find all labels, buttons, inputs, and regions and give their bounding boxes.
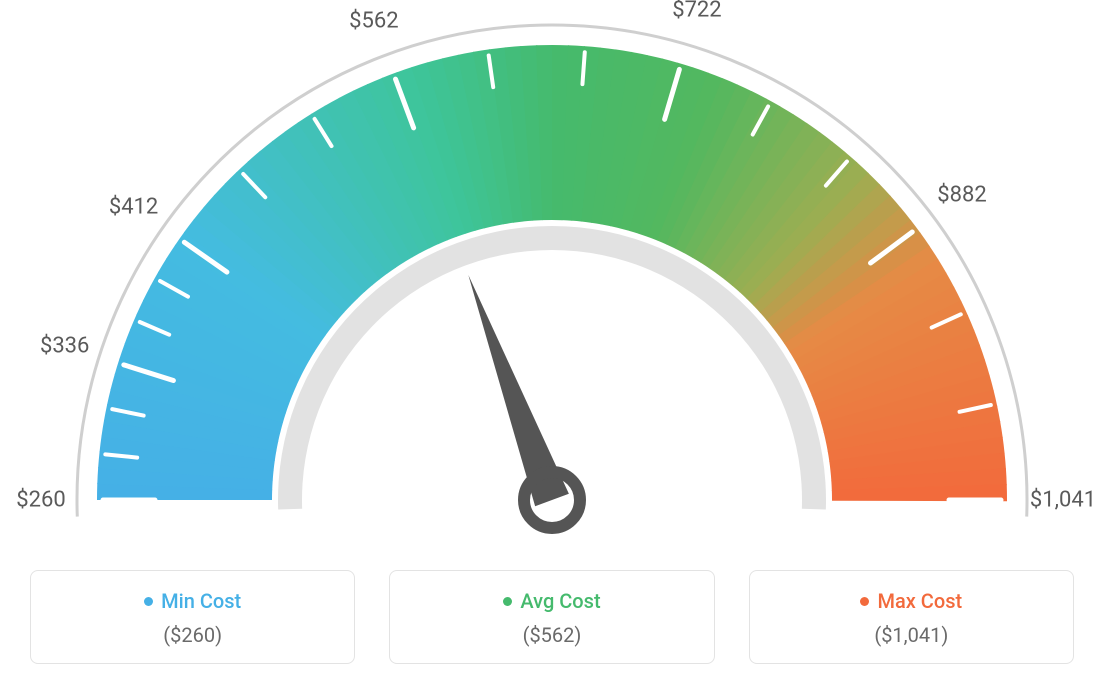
avg-label: Avg Cost — [520, 589, 600, 613]
max-value: ($1,041) — [760, 623, 1063, 647]
gauge-tick-label: $412 — [109, 194, 158, 219]
gauge-tick-label: $562 — [349, 9, 398, 34]
avg-value: ($562) — [400, 623, 703, 647]
gauge-tick-label: $1,041 — [1030, 488, 1096, 513]
max-label: Max Cost — [877, 589, 962, 613]
gauge-tick-label: $882 — [937, 183, 986, 208]
gauge-svg — [0, 0, 1104, 560]
gauge-tick-label: $722 — [672, 0, 721, 22]
gauge-chart: $260 $336 $412 $562 $722 $882 $1,041 — [0, 0, 1104, 560]
gauge-tick-label: $260 — [16, 488, 65, 513]
min-dot — [144, 597, 153, 606]
legend-card-avg: Avg Cost ($562) — [389, 570, 714, 664]
min-label: Min Cost — [161, 589, 241, 613]
legend-card-min: Min Cost ($260) — [30, 570, 355, 664]
avg-dot — [503, 597, 512, 606]
legend-row: Min Cost ($260) Avg Cost ($562) Max Cost… — [0, 570, 1104, 664]
legend-card-max: Max Cost ($1,041) — [749, 570, 1074, 664]
max-dot — [860, 597, 869, 606]
gauge-tick-label: $336 — [40, 334, 89, 359]
min-value: ($260) — [41, 623, 344, 647]
